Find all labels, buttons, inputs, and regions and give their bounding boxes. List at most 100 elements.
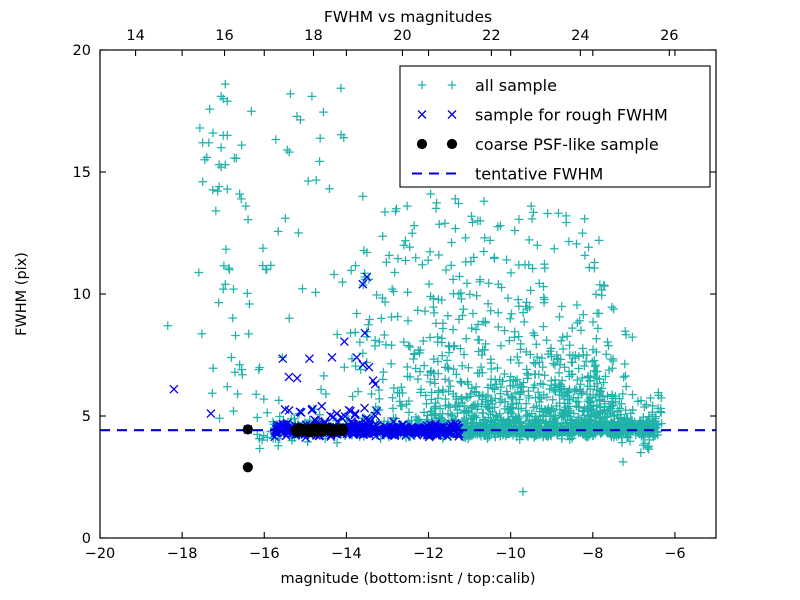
data-point-plus [513, 352, 522, 362]
data-point-plus [480, 233, 489, 243]
data-point-plus [500, 326, 509, 335]
data-point-plus [569, 409, 579, 418]
data-point-plus [554, 368, 564, 378]
data-point-plus [500, 424, 510, 434]
data-point-plus [252, 430, 262, 439]
data-point-plus [467, 423, 476, 432]
data-point-plus [474, 347, 483, 356]
data-point-plus [358, 348, 368, 358]
data-point-plus [533, 387, 543, 397]
data-point-plus [603, 337, 612, 347]
data-point-plus [420, 306, 430, 316]
data-point-plus [451, 392, 461, 401]
data-point-plus [367, 389, 376, 399]
data-point-plus [469, 401, 478, 410]
data-point-plus [395, 388, 404, 398]
data-point-plus [405, 342, 415, 352]
data-point-plus [282, 145, 292, 155]
data-point-plus [580, 214, 589, 224]
data-point-plus [286, 89, 295, 99]
data-point-plus [622, 417, 632, 426]
data-point-plus [350, 328, 360, 337]
data-point-plus [586, 417, 596, 426]
data-point-plus [208, 388, 217, 398]
legend-label: sample for rough FWHM [475, 106, 668, 125]
data-point-plus [578, 344, 588, 353]
data-point-plus [567, 323, 577, 333]
data-point-plus [238, 370, 247, 380]
data-point-plus [506, 372, 515, 381]
data-point-plus [425, 377, 435, 387]
data-point-plus [407, 228, 417, 238]
data-point-plus [595, 403, 605, 412]
data-point-plus [380, 330, 389, 340]
data-point-plus [538, 362, 548, 372]
data-point-plus [375, 337, 384, 347]
data-point-plus [549, 359, 558, 368]
data-point-plus [620, 419, 630, 429]
data-point-plus [589, 356, 599, 365]
data-point-plus [370, 341, 380, 351]
data-point-plus [497, 395, 507, 405]
legend-entry[interactable]: all sample [417, 76, 557, 95]
legend-entry[interactable]: coarse PSF-like sample [416, 135, 659, 154]
data-point-plus [550, 411, 560, 420]
data-point-plus [510, 332, 519, 342]
data-point-plus [574, 415, 583, 425]
data-point-plus [558, 332, 568, 342]
data-point-plus [542, 408, 552, 417]
data-point-plus [640, 402, 649, 412]
data-point-plus [491, 379, 501, 389]
data-point-plus [233, 389, 242, 399]
legend-entry[interactable]: sample for rough FWHM [417, 106, 668, 125]
data-point-plus [456, 344, 465, 353]
data-point-plus [208, 363, 218, 373]
data-point-plus [447, 238, 456, 247]
data-point-plus [562, 331, 572, 341]
data-point-plus [518, 487, 528, 496]
data-point-plus [211, 206, 221, 216]
data-point-plus [540, 259, 549, 269]
data-point-plus [620, 359, 630, 369]
x-tick-label-top: 18 [304, 28, 322, 44]
data-point-plus [214, 182, 224, 191]
data-point-plus [483, 383, 493, 392]
data-point-plus [463, 380, 473, 389]
data-point-cross [327, 352, 337, 362]
data-point-plus [646, 393, 655, 403]
y-tick-label: 5 [82, 409, 91, 425]
data-point-plus [204, 138, 214, 148]
data-point-plus [413, 306, 423, 315]
data-point-plus [338, 277, 347, 287]
data-point-plus [294, 228, 303, 238]
data-point-plus [621, 371, 630, 381]
data-point-plus [563, 387, 573, 396]
x-tick-label-bottom: −10 [495, 546, 526, 562]
data-point-plus [560, 363, 569, 372]
data-point-plus [332, 330, 342, 339]
data-point-plus [601, 411, 611, 421]
data-point-plus [315, 133, 325, 143]
legend-label: all sample [475, 76, 557, 95]
data-point-plus [548, 395, 558, 405]
data-point-plus [490, 383, 499, 393]
data-point-plus [617, 438, 627, 447]
legend-entry[interactable]: tentative FWHM [412, 165, 603, 184]
data-point-plus [409, 350, 419, 359]
data-point-plus [456, 394, 466, 404]
data-point-plus [579, 310, 588, 319]
data-point-plus [409, 354, 418, 364]
legend-marker-circle [416, 138, 428, 150]
data-point-plus [621, 405, 630, 415]
data-point-plus [534, 279, 544, 288]
data-point-plus [615, 394, 624, 403]
data-point-plus [243, 215, 253, 224]
data-point-plus [508, 393, 518, 402]
data-point-plus [441, 265, 451, 275]
data-point-plus [397, 382, 406, 392]
data-point-plus [468, 309, 478, 318]
data-point-plus [554, 208, 563, 218]
data-point-plus [560, 419, 570, 428]
data-point-plus [565, 341, 574, 350]
data-point-plus [483, 299, 493, 309]
